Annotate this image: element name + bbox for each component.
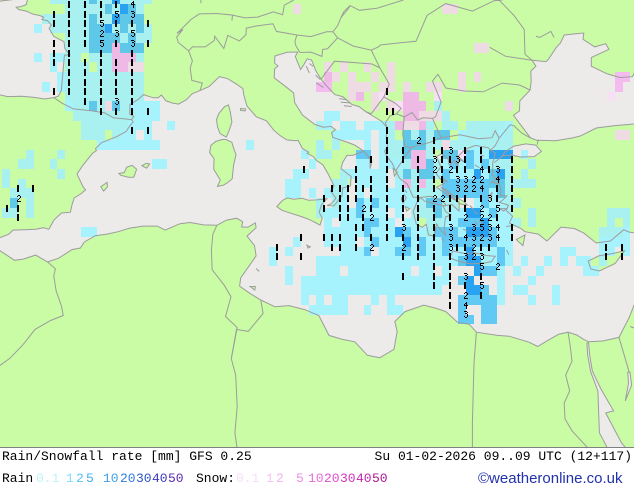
svg-text:30: 30 xyxy=(340,471,356,486)
svg-text:40: 40 xyxy=(356,471,372,486)
svg-text:Su 01-02-2026 09..09 UTC (12+1: Su 01-02-2026 09..09 UTC (12+117) xyxy=(375,449,632,464)
svg-text:5: 5 xyxy=(296,471,304,486)
svg-text:2: 2 xyxy=(276,471,284,486)
svg-text:50: 50 xyxy=(372,471,388,486)
svg-text:10: 10 xyxy=(103,471,119,486)
svg-text:10: 10 xyxy=(308,471,324,486)
svg-text:30: 30 xyxy=(136,471,152,486)
svg-text:40: 40 xyxy=(152,471,168,486)
svg-text:0.1: 0.1 xyxy=(36,471,60,486)
svg-text:0.1: 0.1 xyxy=(236,471,260,486)
svg-text:20: 20 xyxy=(324,471,340,486)
svg-text:2: 2 xyxy=(76,471,84,486)
svg-text:5: 5 xyxy=(86,471,94,486)
svg-text:©weatheronline.co.uk: ©weatheronline.co.uk xyxy=(478,470,623,487)
svg-text:50: 50 xyxy=(168,471,184,486)
svg-text:1: 1 xyxy=(266,471,274,486)
svg-text:20: 20 xyxy=(120,471,136,486)
svg-text:Rain: Rain xyxy=(2,471,33,486)
svg-text:Rain/Snowfall rate [mm] GFS 0.: Rain/Snowfall rate [mm] GFS 0.25 xyxy=(2,449,252,464)
svg-text:1: 1 xyxy=(66,471,74,486)
svg-text:Snow:: Snow: xyxy=(196,471,235,486)
